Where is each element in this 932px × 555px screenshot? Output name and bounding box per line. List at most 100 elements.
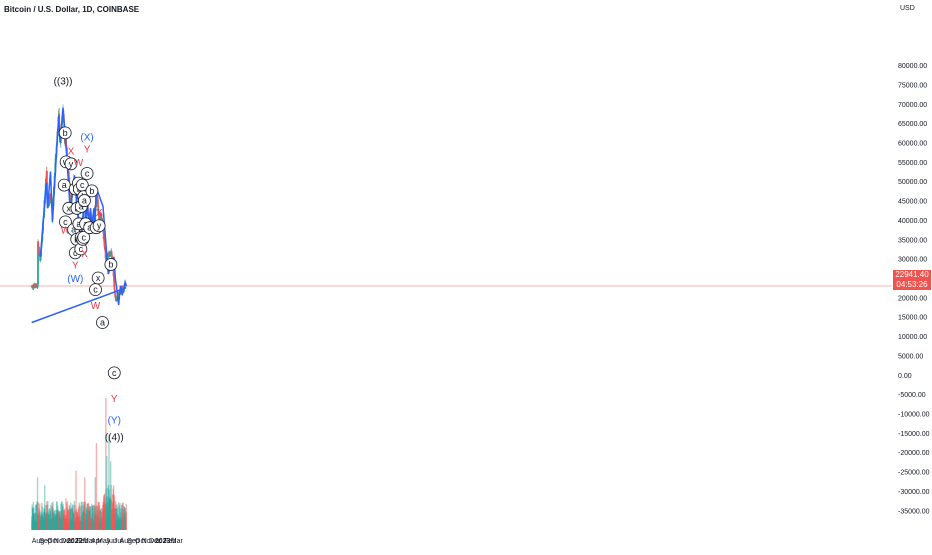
volume-bar <box>102 504 104 530</box>
volume-bar <box>75 470 77 530</box>
y-tick-label: 40000.00 <box>898 218 927 225</box>
volume-bar <box>83 504 85 530</box>
volume-bar <box>121 518 124 530</box>
volume-bar <box>40 511 42 530</box>
y-tick-label: 45000.00 <box>898 199 927 206</box>
volume-bar <box>95 505 97 530</box>
volume-bar <box>46 505 48 530</box>
volume-bar <box>33 507 35 530</box>
volume-bar <box>50 518 52 530</box>
volume-bar <box>70 508 73 530</box>
volume-bar <box>111 503 114 530</box>
volume-bar <box>100 507 103 530</box>
x-tick-label: Feb <box>76 538 88 545</box>
volume-bar <box>48 518 51 530</box>
wave-label: X <box>68 146 75 157</box>
volume-bar <box>118 520 120 530</box>
volume-bar <box>72 505 74 530</box>
volume-bar <box>110 511 113 530</box>
volume-bar <box>108 501 111 530</box>
volume-bar <box>62 505 64 530</box>
volume-bar <box>70 519 73 530</box>
volume-bar <box>69 506 71 530</box>
y-tick-label: 5000.00 <box>898 353 923 360</box>
y-tick-label: 15000.00 <box>898 315 927 322</box>
volume-bar <box>117 507 119 530</box>
volume-bar <box>91 505 94 530</box>
volume-bar <box>102 510 105 530</box>
volume-bar <box>33 519 36 530</box>
volume-bar <box>34 521 37 530</box>
volume-bar <box>51 513 53 530</box>
volume-bar <box>85 509 88 530</box>
volume-bar <box>111 515 113 530</box>
candle-body <box>46 170 48 183</box>
trend-line[interactable] <box>31 286 127 324</box>
candle-body <box>103 235 106 241</box>
candle-body <box>100 213 103 215</box>
volume-bar <box>92 518 94 530</box>
volume-bar <box>62 516 64 530</box>
volume-bar <box>110 485 112 530</box>
x-tick-label: Apr <box>91 538 103 545</box>
candle-body <box>48 201 51 204</box>
x-tick-label: Aug <box>32 538 45 545</box>
wave-label: c <box>93 285 98 295</box>
volume-bar <box>121 505 123 530</box>
volume-bar <box>37 522 40 530</box>
volume-bar <box>35 520 38 530</box>
wave-label-circle <box>107 366 121 380</box>
volume-bar <box>116 522 119 530</box>
volume-bar <box>124 516 127 530</box>
volume-bar <box>98 502 100 530</box>
volume-bar <box>89 510 91 530</box>
volume-bar <box>90 503 93 530</box>
volume-bar <box>99 521 102 530</box>
volume-bar <box>44 514 47 530</box>
volume-bar <box>62 514 65 530</box>
volume-bar <box>118 518 120 530</box>
volume-bar <box>117 516 120 530</box>
x-tick-label: May <box>97 538 111 545</box>
volume-bar <box>74 504 76 530</box>
volume-bar <box>35 505 37 530</box>
volume-bar <box>45 513 48 530</box>
volume-bar <box>64 518 67 530</box>
volume-bar <box>31 516 33 530</box>
volume-bar <box>75 511 77 530</box>
wave-label: (X) <box>80 133 93 144</box>
volume-bar <box>115 508 118 530</box>
candle-body <box>33 285 36 288</box>
volume-bar <box>102 508 104 530</box>
candle-body <box>34 284 37 286</box>
volume-bar <box>122 512 124 530</box>
volume-bar <box>87 506 89 530</box>
wave-label: c <box>81 232 86 242</box>
volume-bar <box>49 514 51 530</box>
volume-bar <box>40 516 43 530</box>
volume-bar <box>84 517 87 530</box>
volume-bar <box>73 513 75 530</box>
volume-bar <box>90 518 93 530</box>
volume-bar <box>35 505 38 530</box>
last-price-badge[interactable]: 22941.40 04:53:26 <box>893 270 931 290</box>
volume-bar <box>101 520 104 530</box>
volume-bar <box>82 511 84 530</box>
countdown-timer: 04:53:26 <box>896 280 928 289</box>
volume-bar <box>125 513 127 530</box>
volume-bar <box>35 503 37 530</box>
volume-bar <box>117 502 120 530</box>
volume-bar <box>53 511 56 530</box>
volume-bar <box>39 515 41 530</box>
volume-bar <box>32 501 35 530</box>
volume-bar <box>75 519 77 530</box>
volume-bar <box>101 512 103 530</box>
volume-bar <box>81 520 83 530</box>
volume-bar <box>64 520 66 530</box>
x-tick-label: Oct <box>47 538 58 545</box>
volume-bar <box>118 517 121 530</box>
volume-bar <box>79 519 82 530</box>
volume-bar <box>106 502 109 530</box>
